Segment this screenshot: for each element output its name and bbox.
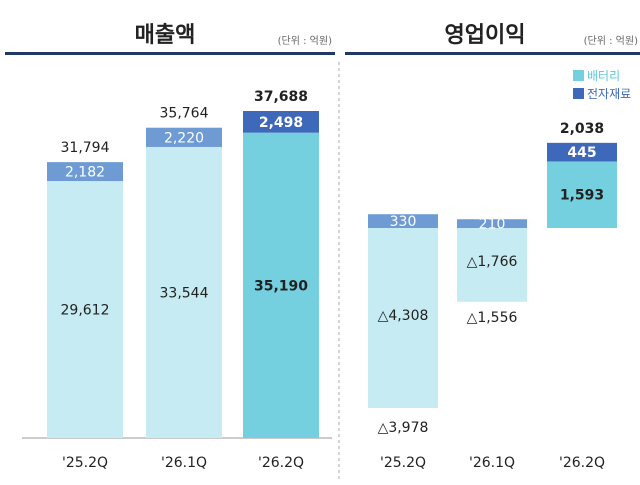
profit-battery-value: △4,308 <box>378 308 429 324</box>
profit-materials-value: 330 <box>390 214 417 230</box>
sales-battery-value: 35,190 <box>254 278 308 294</box>
profit-battery-value: △1,766 <box>467 254 518 270</box>
sales-category-label: '26.2Q <box>258 455 304 471</box>
legend-battery-label: 배터리 <box>587 69 620 83</box>
profit-battery-bar <box>368 228 438 408</box>
sales-materials-value: 2,220 <box>164 130 204 146</box>
profit-total-value: △1,556 <box>467 310 518 326</box>
sales-title-rule <box>5 52 335 55</box>
sales-battery-value: 29,612 <box>61 303 110 319</box>
legend-materials-swatch <box>573 88 584 99</box>
profit-category-label: '25.2Q <box>380 455 426 471</box>
profit-materials-bar <box>547 142 617 162</box>
profit-category-label: '26.1Q <box>469 455 515 471</box>
sales-total-value: 31,794 <box>61 140 110 156</box>
profit-title: 영업이익 <box>445 23 526 48</box>
sales-battery-bar <box>47 181 123 439</box>
profit-materials-bar <box>457 219 527 228</box>
profit-battery-bar <box>457 228 527 302</box>
profit-battery-bar <box>547 161 617 228</box>
profit-materials-bar <box>368 214 438 228</box>
sales-battery-value: 33,544 <box>160 285 209 301</box>
sales-total-value: 37,688 <box>254 89 308 105</box>
profit-materials-value: 445 <box>567 145 596 161</box>
sales-materials-bar <box>243 111 319 133</box>
profit-unit: (단위 : 억원) <box>584 34 638 47</box>
sales-category-label: '25.2Q <box>62 455 108 471</box>
profit-chart: 330 △4,308 △3,978 '25.2Q 210 △1,766 △1,556 '26.… <box>368 121 617 471</box>
profit-total-value: 2,038 <box>560 121 604 137</box>
profit-materials-value: 210 <box>479 217 506 233</box>
sales-total-value: 35,764 <box>160 106 209 122</box>
profit-title-rule <box>345 52 640 55</box>
sales-title: 매출액 <box>135 23 196 48</box>
profit-total-value: △3,978 <box>378 420 429 436</box>
profit-category-label: '26.2Q <box>559 455 605 471</box>
legend-battery-swatch <box>573 70 584 81</box>
sales-materials-bar <box>47 162 123 182</box>
sales-battery-bar <box>146 146 222 438</box>
sales-unit: (단위 : 억원) <box>278 34 332 47</box>
profit-battery-value: 1,593 <box>560 188 604 204</box>
sales-battery-bar <box>243 132 319 439</box>
sales-materials-value: 2,182 <box>65 165 105 181</box>
sales-category-label: '26.1Q <box>161 455 207 471</box>
sales-materials-value: 2,498 <box>259 115 303 131</box>
sales-materials-bar <box>146 127 222 147</box>
sales-chart: 29,612 2,182 31,794 '25.2Q 33,544 2,220 35,764… <box>22 89 332 471</box>
legend-materials-label: 전자재료 <box>587 87 631 101</box>
